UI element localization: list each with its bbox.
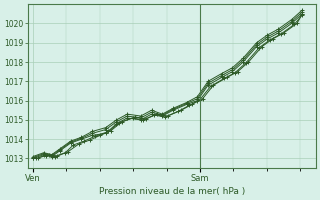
X-axis label: Pression niveau de la mer( hPa ): Pression niveau de la mer( hPa ): [99, 187, 245, 196]
